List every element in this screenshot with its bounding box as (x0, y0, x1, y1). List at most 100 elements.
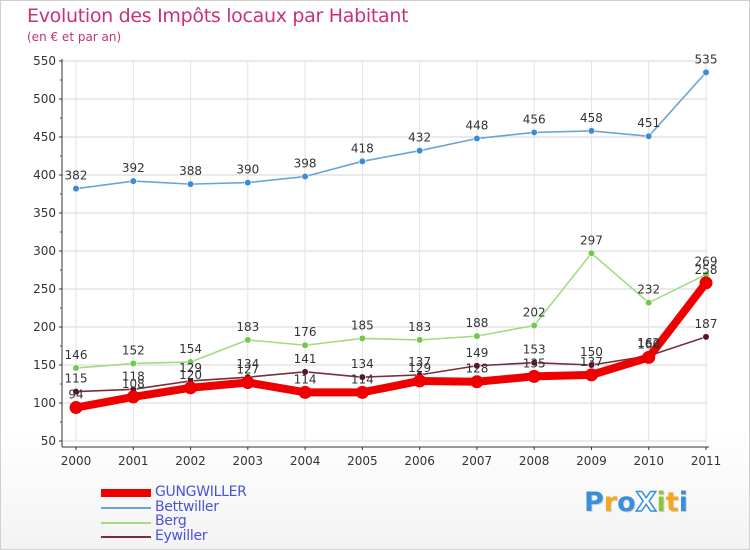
series-line-gungwiller (72, 278, 710, 412)
data-label-gungwiller: 129 (408, 361, 431, 375)
data-point-bettwiller (473, 134, 481, 143)
data-label-berg: 183 (408, 320, 431, 334)
data-label-eywiller: 149 (465, 346, 488, 360)
x-tick-label: 2004 (290, 454, 321, 468)
data-label-bettwiller: 458 (580, 111, 603, 125)
data-label-eywiller: 134 (236, 357, 259, 371)
series-line-bettwiller (75, 71, 707, 190)
data-point-berg (301, 341, 309, 349)
legend-swatch (101, 507, 151, 510)
legend-swatch (101, 521, 151, 524)
data-label-gungwiller: 120 (179, 368, 202, 382)
legend-swatch (101, 536, 151, 539)
data-point-bettwiller (244, 179, 252, 187)
logo-letter: t (665, 487, 679, 518)
data-label-gungwiller: 258 (695, 263, 718, 277)
data-label-berg: 202 (523, 305, 546, 319)
data-point-bettwiller (129, 177, 137, 185)
series-line-berg (75, 252, 707, 369)
data-label-berg: 269 (695, 255, 718, 269)
data-point-bettwiller (530, 128, 538, 137)
data-label-gungwiller: 127 (236, 362, 259, 376)
data-point-gungwiller (527, 369, 541, 383)
data-label-eywiller: 141 (294, 352, 317, 366)
data-point-gungwiller (69, 401, 83, 415)
data-point-gungwiller (355, 385, 369, 399)
data-point-gungwiller (126, 390, 140, 404)
data-point-berg (72, 364, 80, 372)
y-tick-label: 350 (33, 206, 56, 220)
data-label-berg: 154 (179, 342, 202, 356)
data-label-berg: 185 (351, 318, 374, 332)
data-point-berg (244, 336, 252, 344)
legend-label: Berg (155, 513, 187, 530)
data-point-berg (645, 299, 653, 307)
data-label-bettwiller: 448 (465, 119, 488, 133)
y-tick-label: 100 (33, 396, 56, 410)
y-tick-label: 400 (33, 168, 56, 182)
data-point-gungwiller (642, 350, 656, 364)
x-tick-label: 2011 (691, 454, 722, 468)
data-label-gungwiller: 114 (294, 372, 317, 386)
data-point-gungwiller (699, 276, 713, 290)
logo-letter: i (656, 487, 666, 518)
data-label-eywiller: 150 (580, 345, 603, 359)
data-point-berg (473, 332, 481, 340)
data-label-eywiller: 115 (65, 372, 88, 386)
y-tick-label: 200 (33, 320, 56, 334)
data-point-gungwiller (298, 385, 312, 399)
y-tick-label: 250 (33, 282, 56, 296)
data-point-bettwiller (358, 157, 366, 165)
x-tick-label: 2002 (175, 454, 206, 468)
data-label-eywiller: 129 (179, 361, 202, 375)
data-label-gungwiller: 128 (465, 362, 488, 376)
data-label-gungwiller: 114 (351, 372, 374, 386)
data-label-bettwiller: 456 (523, 112, 546, 126)
data-label-bettwiller: 388 (179, 164, 202, 178)
data-label-bettwiller: 392 (122, 161, 145, 175)
data-label-berg: 232 (637, 283, 660, 297)
data-label-gungwiller: 137 (580, 355, 603, 369)
y-tick-label: 150 (33, 358, 56, 372)
data-point-bettwiller (186, 180, 195, 188)
data-point-eywiller (473, 362, 481, 370)
data-point-bettwiller (301, 172, 309, 181)
data-point-bettwiller (587, 127, 596, 135)
data-point-eywiller (587, 361, 596, 369)
y-tick-label: 550 (33, 54, 56, 68)
logo-letter: P (584, 487, 604, 518)
data-label-eywiller: 187 (695, 317, 718, 331)
data-label-berg: 188 (465, 316, 488, 330)
data-label-berg: 176 (294, 325, 317, 339)
data-point-gungwiller (470, 375, 484, 389)
data-point-gungwiller (184, 381, 198, 395)
data-point-eywiller (358, 373, 366, 381)
data-label-bettwiller: 451 (637, 116, 660, 130)
series-line-eywiller (75, 336, 707, 393)
proxiti-logo: ProXiti (584, 486, 688, 519)
x-tick-label: 2007 (462, 454, 493, 468)
data-label-eywiller: 118 (122, 369, 145, 383)
data-label-gungwiller: 160 (637, 337, 660, 351)
data-point-eywiller (72, 388, 80, 396)
logo-letter: X (635, 486, 657, 519)
data-label-berg: 152 (122, 343, 145, 357)
chart-subtitle: (en € et par an) (27, 30, 122, 44)
logo-letter: o (617, 487, 636, 518)
x-tick-label: 2001 (118, 454, 149, 468)
logo-letter: i (678, 487, 688, 518)
x-tick-label: 2005 (347, 454, 378, 468)
chart-title: Evolution des Impôts locaux par Habitant (27, 5, 409, 27)
data-label-bettwiller: 382 (65, 169, 88, 183)
x-tick-label: 2003 (233, 454, 264, 468)
x-tick-label: 2010 (633, 454, 664, 468)
data-point-berg (530, 321, 538, 330)
data-label-eywiller: 162 (637, 336, 660, 350)
logo-letter: r (603, 487, 618, 518)
data-label-berg: 297 (580, 233, 603, 247)
data-point-berg (129, 359, 137, 368)
x-tick-label: 2006 (404, 454, 435, 468)
data-label-eywiller: 134 (351, 357, 374, 371)
data-label-bettwiller: 390 (236, 163, 259, 177)
